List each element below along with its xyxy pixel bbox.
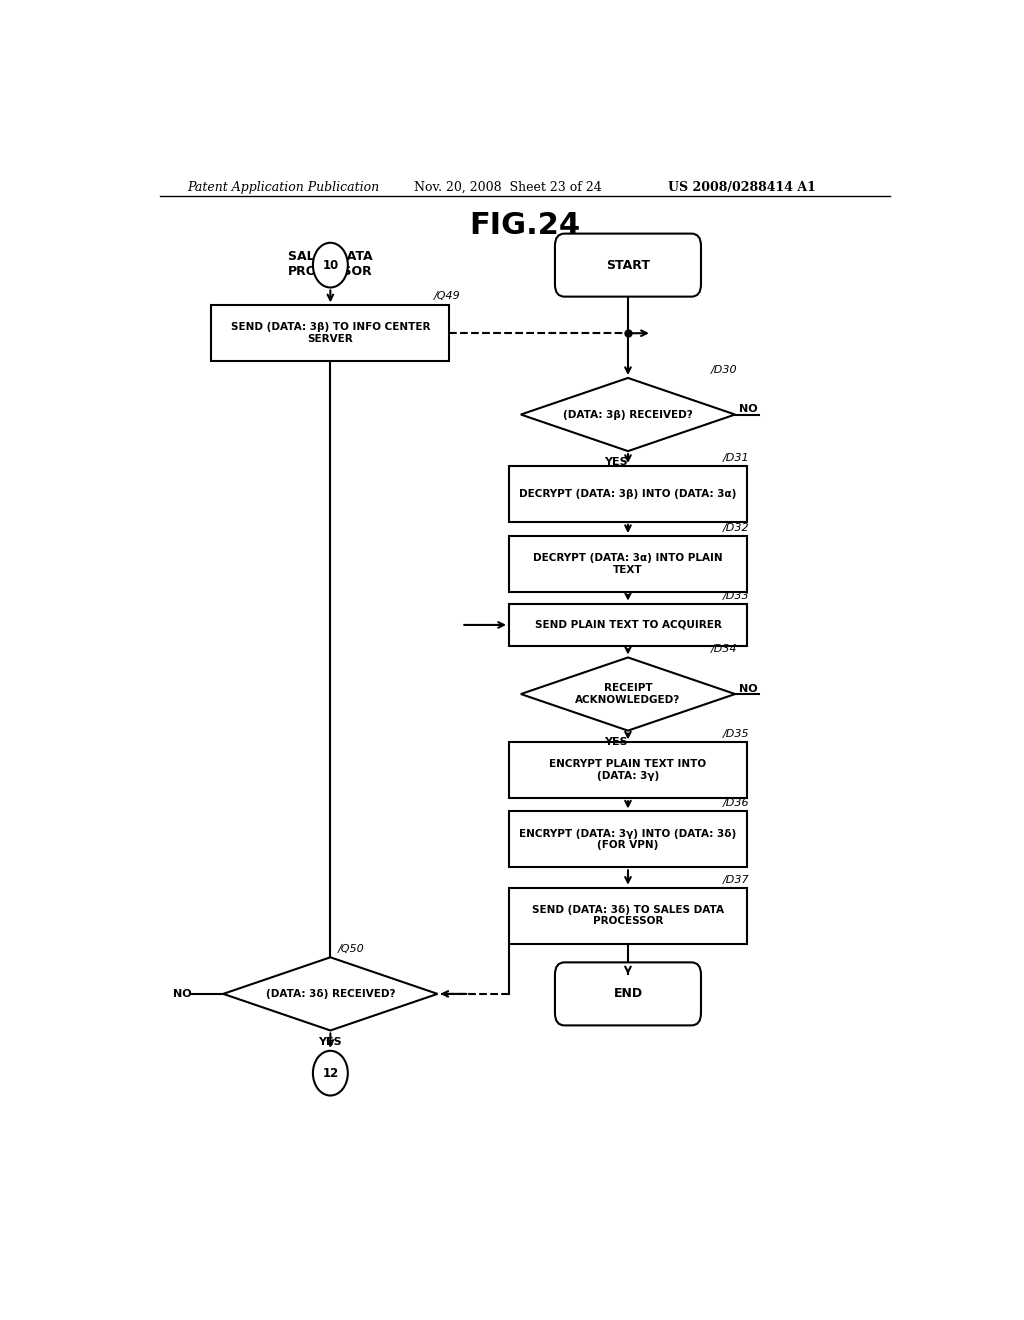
Polygon shape bbox=[521, 378, 735, 451]
Text: RECEIPT
ACKNOWLEDGED?: RECEIPT ACKNOWLEDGED? bbox=[575, 684, 681, 705]
Circle shape bbox=[313, 243, 348, 288]
Text: DECRYPT (DATA: 3α) INTO PLAIN
TEXT: DECRYPT (DATA: 3α) INTO PLAIN TEXT bbox=[534, 553, 723, 574]
Text: ∕Q50: ∕Q50 bbox=[338, 944, 365, 954]
FancyBboxPatch shape bbox=[509, 812, 748, 867]
Text: SEND (DATA: 3β) TO INFO CENTER
SERVER: SEND (DATA: 3β) TO INFO CENTER SERVER bbox=[230, 322, 430, 345]
Text: ENCRYPT PLAIN TEXT INTO
(DATA: 3γ): ENCRYPT PLAIN TEXT INTO (DATA: 3γ) bbox=[550, 759, 707, 781]
Text: ∕D31: ∕D31 bbox=[723, 453, 750, 463]
Text: ∕D33: ∕D33 bbox=[723, 590, 750, 601]
Text: ∕D30: ∕D30 bbox=[712, 364, 738, 375]
Polygon shape bbox=[521, 657, 735, 731]
Text: INFO CENTER
SERVER: INFO CENTER SERVER bbox=[582, 249, 675, 279]
Text: END: END bbox=[613, 987, 642, 1001]
Text: 10: 10 bbox=[323, 259, 339, 272]
Text: SEND PLAIN TEXT TO ACQUIRER: SEND PLAIN TEXT TO ACQUIRER bbox=[535, 620, 721, 630]
Text: Patent Application Publication: Patent Application Publication bbox=[187, 181, 380, 194]
Text: ENCRYPT (DATA: 3γ) INTO (DATA: 3δ)
(FOR VPN): ENCRYPT (DATA: 3γ) INTO (DATA: 3δ) (FOR … bbox=[519, 829, 736, 850]
Text: NO: NO bbox=[739, 404, 758, 414]
FancyBboxPatch shape bbox=[509, 887, 748, 944]
FancyBboxPatch shape bbox=[509, 603, 748, 647]
FancyBboxPatch shape bbox=[555, 962, 701, 1026]
Text: ∕D32: ∕D32 bbox=[723, 523, 750, 533]
Text: (DATA: 3δ) RECEIVED?: (DATA: 3δ) RECEIVED? bbox=[265, 989, 395, 999]
FancyBboxPatch shape bbox=[509, 536, 748, 591]
Text: ∕D35: ∕D35 bbox=[723, 729, 750, 739]
Text: ∕D36: ∕D36 bbox=[723, 799, 750, 808]
Text: (DATA: 3β) RECEIVED?: (DATA: 3β) RECEIVED? bbox=[563, 409, 693, 420]
Text: DECRYPT (DATA: 3β) INTO (DATA: 3α): DECRYPT (DATA: 3β) INTO (DATA: 3α) bbox=[519, 488, 736, 499]
Text: YES: YES bbox=[604, 737, 628, 747]
Text: YES: YES bbox=[604, 457, 628, 467]
Text: YES: YES bbox=[318, 1036, 342, 1047]
FancyBboxPatch shape bbox=[211, 305, 450, 362]
Polygon shape bbox=[223, 957, 437, 1031]
Text: US 2008/0288414 A1: US 2008/0288414 A1 bbox=[668, 181, 815, 194]
Circle shape bbox=[313, 1051, 348, 1096]
Text: NO: NO bbox=[739, 684, 758, 694]
Text: START: START bbox=[606, 259, 650, 272]
FancyBboxPatch shape bbox=[555, 234, 701, 297]
Text: ∕D37: ∕D37 bbox=[723, 875, 750, 884]
FancyBboxPatch shape bbox=[509, 742, 748, 799]
Text: SALES DATA
PROCESSOR: SALES DATA PROCESSOR bbox=[288, 249, 373, 279]
Text: SEND (DATA: 3δ) TO SALES DATA
PROCESSOR: SEND (DATA: 3δ) TO SALES DATA PROCESSOR bbox=[532, 904, 724, 927]
Text: ∕D34: ∕D34 bbox=[712, 644, 738, 655]
Text: ∕Q49: ∕Q49 bbox=[433, 292, 460, 301]
Text: Nov. 20, 2008  Sheet 23 of 24: Nov. 20, 2008 Sheet 23 of 24 bbox=[414, 181, 601, 194]
FancyBboxPatch shape bbox=[509, 466, 748, 521]
Text: FIG.24: FIG.24 bbox=[469, 211, 581, 240]
Text: 12: 12 bbox=[323, 1067, 339, 1080]
Text: NO: NO bbox=[173, 989, 191, 999]
